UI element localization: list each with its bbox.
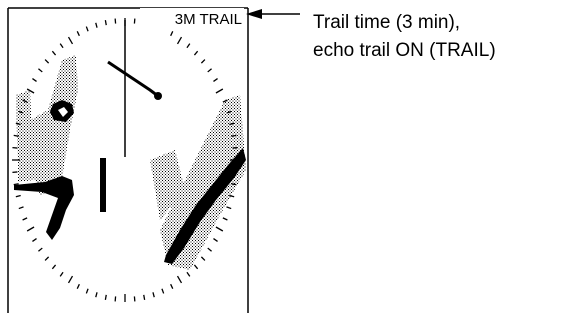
bearing-tick (69, 276, 73, 283)
bearing-tick (16, 195, 21, 196)
bearing-tick (162, 289, 164, 294)
bearing-tick (45, 257, 49, 261)
bearing-tick (223, 218, 228, 220)
callout-text: Trail time (3 min), (313, 12, 460, 33)
bearing-tick (216, 89, 223, 93)
radar-figure: 3M TRAIL Trail time (3 min), echo trail … (0, 0, 563, 313)
bearing-tick (213, 79, 217, 82)
bearing-tick (96, 292, 97, 297)
echo (154, 92, 162, 100)
bearing-tick (23, 218, 28, 220)
trail-label: 3M TRAIL (175, 11, 242, 28)
bearing-tick (178, 276, 182, 283)
bearing-tick (194, 265, 197, 269)
bearing-tick (52, 265, 55, 269)
bearing-tick (32, 79, 36, 82)
bearing-tick (60, 272, 63, 276)
bearing-tick (86, 289, 88, 294)
bearing-tick (216, 227, 223, 231)
bearing-tick (38, 248, 42, 251)
bearing-tick (153, 292, 154, 297)
bearing-tick (187, 272, 190, 276)
bearing-tick (45, 60, 49, 64)
bearing-tick (201, 60, 205, 64)
bearing-tick (96, 23, 97, 28)
bearing-tick (77, 31, 79, 36)
bearing-tick (60, 44, 63, 48)
bearing-tick (178, 37, 182, 44)
bearing-tick (194, 51, 197, 55)
echo-trail (16, 90, 34, 182)
bearing-tick (27, 227, 34, 231)
bearing-tick (187, 44, 190, 48)
echo-trail-target (108, 62, 158, 96)
callout: Trail time (3 min), echo trail ON (TRAIL… (246, 9, 496, 61)
echo (14, 176, 74, 240)
bearing-tick (19, 207, 24, 209)
bearing-tick (208, 69, 212, 72)
callout-text: echo trail ON (TRAIL) (313, 40, 496, 61)
bearing-tick (226, 207, 231, 209)
bearing-tick (52, 51, 55, 55)
bearing-tick (77, 284, 79, 289)
bearing-tick (38, 69, 42, 72)
echo-trail (28, 55, 78, 195)
echo (100, 158, 106, 212)
bearing-tick (69, 37, 73, 44)
bearing-tick (105, 295, 106, 300)
bearing-tick (32, 239, 36, 242)
page: 3M TRAIL Trail time (3 min), echo trail … (0, 0, 563, 313)
bearing-tick (213, 239, 217, 242)
bearing-tick (171, 284, 173, 289)
bearing-tick (105, 20, 106, 25)
bearing-tick (14, 184, 19, 185)
bearing-tick (86, 27, 88, 32)
radar-screen: 3M TRAIL (8, 8, 248, 313)
bearing-tick (201, 257, 205, 261)
bearing-tick (171, 31, 173, 36)
bearing-tick (208, 248, 212, 251)
bearing-tick (144, 295, 145, 300)
